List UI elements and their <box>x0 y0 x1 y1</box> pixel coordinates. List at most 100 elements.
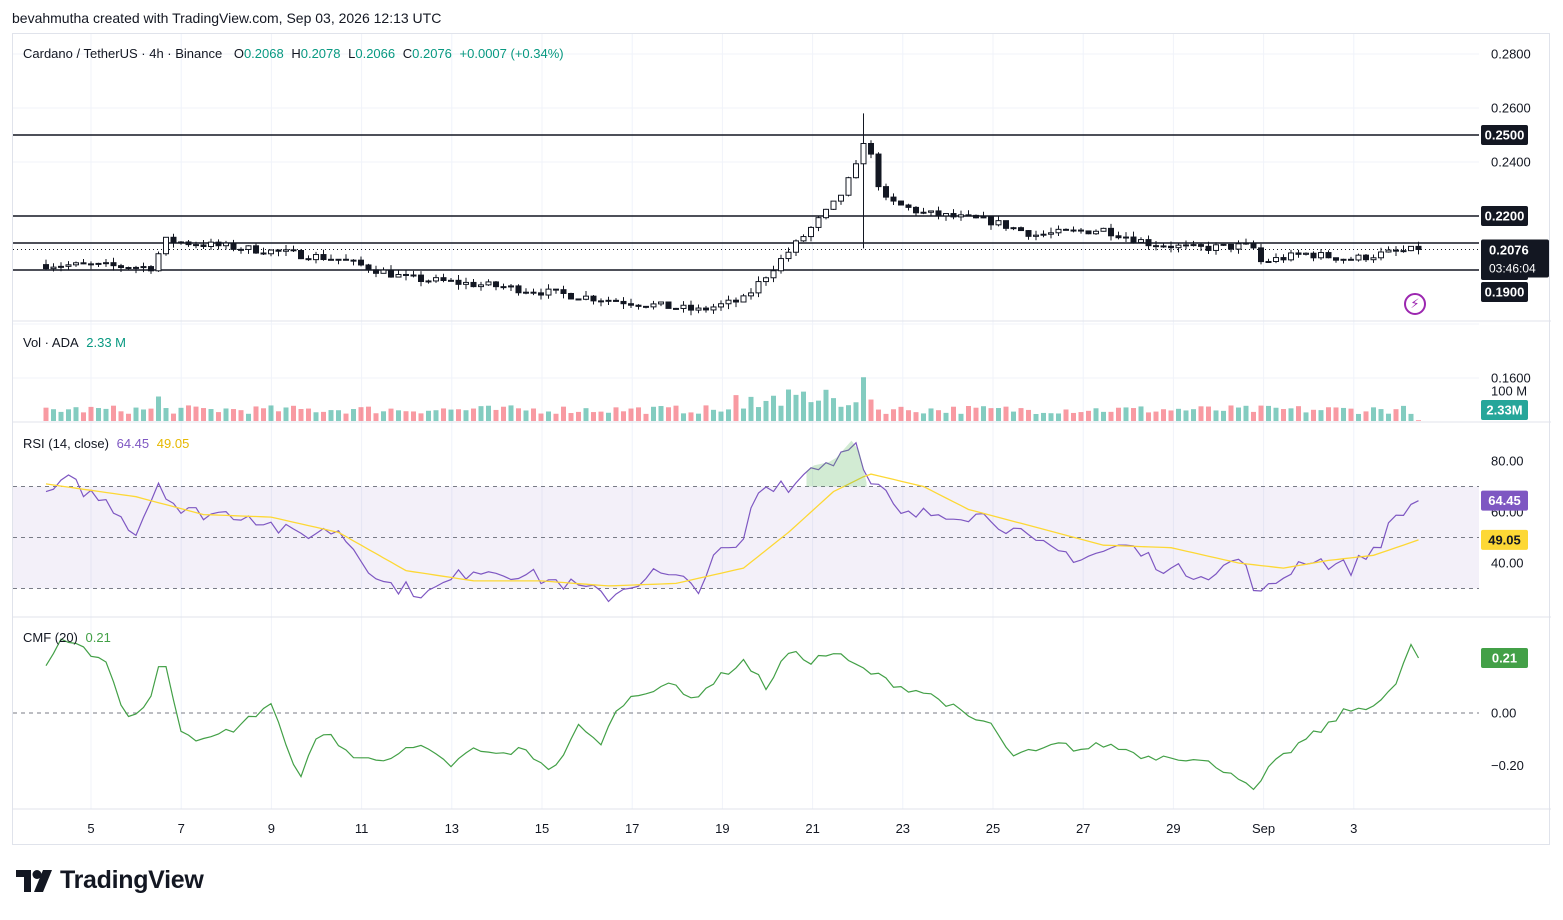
candle-up <box>1100 227 1107 232</box>
candle-up <box>680 304 687 310</box>
volume-bar <box>418 413 424 421</box>
candle-up <box>583 295 589 300</box>
candle-up <box>1355 254 1362 261</box>
rsi-band-fill <box>13 486 1479 589</box>
candle-up <box>1123 236 1129 239</box>
volume-bar <box>493 409 499 421</box>
candle-down <box>613 299 619 302</box>
volume-bar <box>381 411 386 421</box>
candle-down <box>403 273 409 276</box>
price-tick-label: 0.2800 <box>1491 47 1531 62</box>
time-tick-label: 3 <box>1350 821 1357 836</box>
candle-up <box>448 279 454 282</box>
volume-bar <box>223 408 229 421</box>
cmf-current-tag-bg <box>1481 647 1528 668</box>
current-price-tag-bg <box>1481 239 1549 278</box>
candle-up <box>748 292 754 297</box>
chart-canvas[interactable]: 0.2800 0.2600 0.2400 0.1600 0.2500 0.2200 0.20… <box>13 34 1551 846</box>
candle-down <box>493 281 499 288</box>
volume-bar <box>546 411 551 421</box>
volume-bar <box>178 407 184 421</box>
volume-bar <box>913 412 919 421</box>
volume-bar <box>118 411 124 421</box>
cmf-label: CMF (20) <box>23 630 78 645</box>
time-tick-label: 19 <box>715 821 729 836</box>
volume-bar <box>583 408 589 421</box>
candle-down <box>193 244 199 247</box>
candle-up <box>433 277 439 282</box>
chart-frame[interactable]: 0.2800 0.2600 0.2400 0.1600 0.2500 0.2200 0.20… <box>12 33 1551 846</box>
candle-down <box>905 204 912 208</box>
volume-bar <box>1363 411 1369 421</box>
candle-up <box>463 281 469 285</box>
volume-bar <box>58 411 64 421</box>
volume-bar <box>1386 413 1391 421</box>
volume-bar <box>928 408 934 421</box>
volume-bar <box>718 411 724 421</box>
volume-bar <box>763 400 769 421</box>
high-label: H <box>291 46 301 61</box>
candle-down <box>530 291 537 294</box>
volume-bar <box>673 405 679 421</box>
candle-up <box>928 210 934 213</box>
candle-down <box>1363 254 1369 261</box>
volume-bar <box>88 406 94 421</box>
candle-up <box>1183 244 1189 247</box>
volume-bar <box>1086 410 1091 421</box>
volume-bar <box>1348 408 1354 421</box>
volume-bar <box>261 408 266 421</box>
rsi-value: 64.45 <box>116 436 150 451</box>
candle-up <box>1303 252 1309 255</box>
price-tick-label: 0.2600 <box>1491 101 1531 116</box>
candle-up <box>1385 249 1392 253</box>
cmf-value: 0.21 <box>85 630 111 645</box>
candle-down <box>635 304 642 307</box>
candle-up <box>1040 233 1047 236</box>
time-tick-label: 17 <box>625 821 639 836</box>
candle-up <box>860 143 867 165</box>
price-tick-label: 0.2400 <box>1491 155 1531 170</box>
candle-up <box>838 194 844 202</box>
volume-bar <box>321 411 326 421</box>
candle-up <box>658 301 664 305</box>
candle-up <box>770 270 777 279</box>
volume-bar <box>426 410 431 421</box>
candle-down <box>1018 227 1024 232</box>
rsi-ma-current-tag: 49.05 <box>1488 532 1521 547</box>
volume-bar <box>861 377 866 421</box>
rsi-current-tag: 64.45 <box>1488 493 1521 508</box>
volume-bar <box>1266 405 1271 421</box>
time-tick-label: 15 <box>535 821 549 836</box>
candle-down <box>253 245 259 254</box>
candle-up <box>800 236 807 242</box>
close-value: 0.2076 <box>412 46 452 61</box>
candle-up <box>163 236 169 255</box>
candle-up <box>1318 252 1324 259</box>
candle-up <box>710 306 717 311</box>
volume-bar <box>366 406 371 421</box>
open-value: 0.2068 <box>243 46 284 61</box>
candle-up <box>328 258 334 261</box>
volume-bar <box>1326 407 1331 421</box>
level-tag-bg <box>1481 125 1528 145</box>
volume-bar <box>1251 411 1256 421</box>
volume-bar <box>201 408 206 421</box>
volume-bar <box>748 396 754 421</box>
tradingview-logo[interactable]: TradingView <box>16 866 204 895</box>
candle-up <box>268 249 274 255</box>
lightning-icon[interactable]: ⚡ <box>1404 293 1426 315</box>
volume-bar <box>531 408 536 421</box>
volume-bar <box>726 409 731 421</box>
candle-down <box>1295 252 1302 255</box>
time-axis-layer: 5 7 9 11 13 15 17 19 21 23 25 27 29 Sep 3 <box>87 821 1357 836</box>
volume-bar <box>1101 411 1106 421</box>
volume-bar <box>936 410 941 421</box>
candle-down <box>1333 257 1339 261</box>
candle-down <box>538 292 544 296</box>
volume-bar <box>561 406 566 421</box>
candle-down <box>560 289 567 294</box>
symbol-legend: Cardano / TetherUS · 4h · Binance O0.206… <box>23 46 568 61</box>
time-tick-label: 27 <box>1076 821 1090 836</box>
volume-bar <box>823 389 829 421</box>
candle-down <box>598 300 604 303</box>
